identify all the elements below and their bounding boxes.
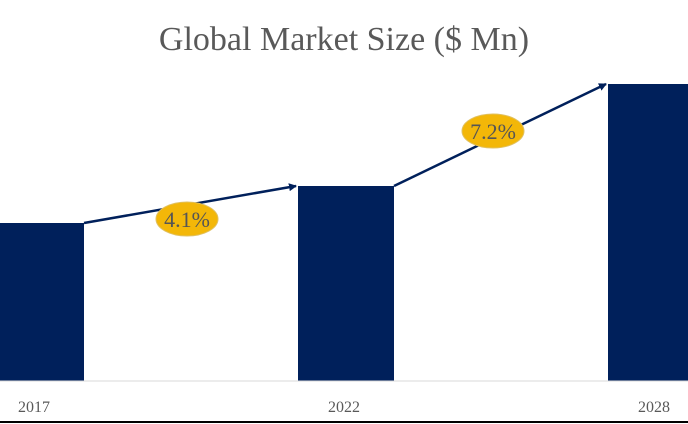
- cagr-label: 7.2%: [470, 119, 516, 144]
- bar-2028: [608, 84, 688, 381]
- cagr-badge: [461, 113, 525, 149]
- chart-title: Global Market Size ($ Mn): [159, 21, 529, 58]
- cagr-label: 4.1%: [164, 207, 210, 232]
- x-tick-label: 2017: [18, 399, 50, 416]
- bar-2022: [298, 186, 394, 381]
- bar-2017: [0, 223, 84, 381]
- x-tick-label: 2022: [328, 399, 360, 416]
- x-tick-label: 2028: [638, 399, 670, 416]
- cagr-badge: [155, 201, 219, 237]
